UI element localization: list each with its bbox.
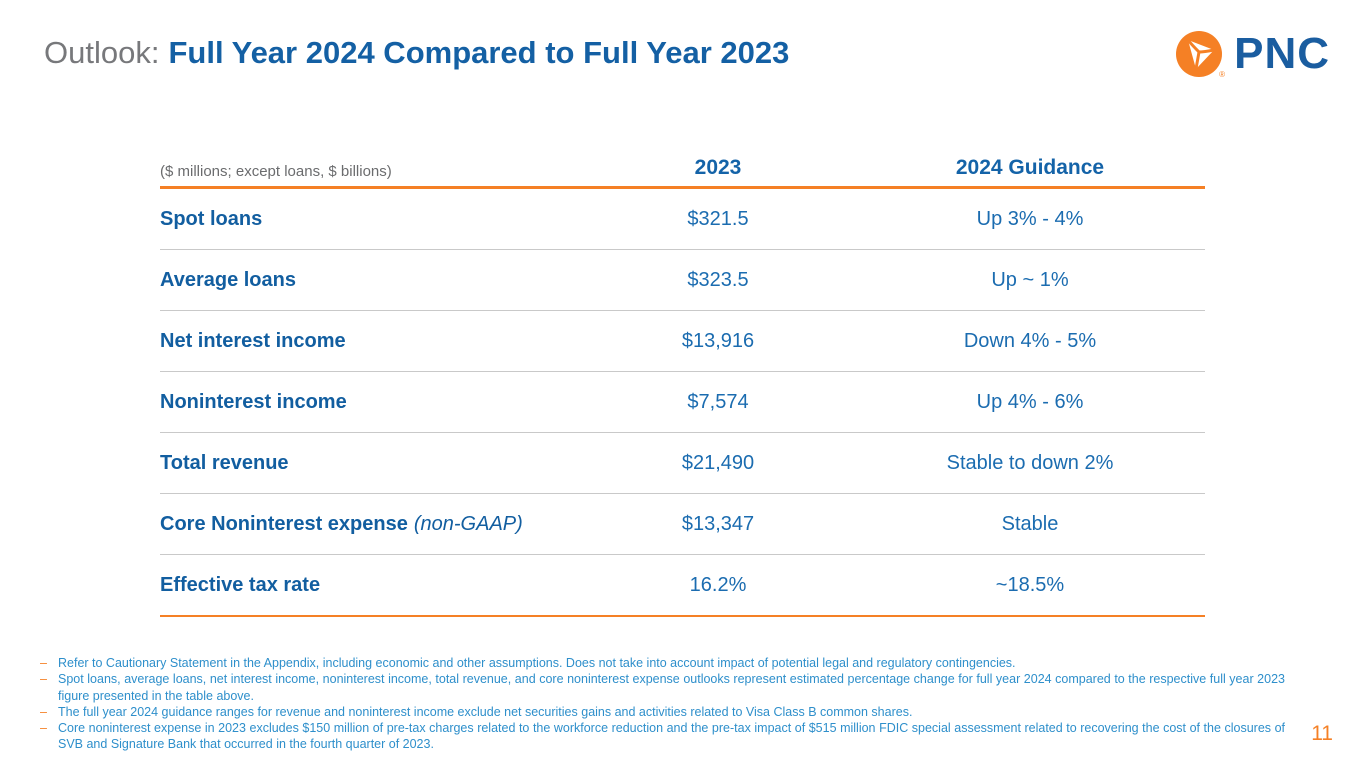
metric-label-text: Effective tax rate — [160, 573, 321, 596]
guidance-2024: Up 4% - 6% — [976, 390, 1084, 413]
footnote-text: The full year 2024 guidance ranges for r… — [58, 704, 913, 719]
title-main: Full Year 2024 Compared to Full Year 202… — [168, 35, 790, 70]
column-header-2024-guidance: 2024 Guidance — [955, 156, 1105, 179]
metric-label-text: Total revenue — [160, 451, 289, 474]
footnote-text: Core noninterest expense in 2023 exclude… — [58, 721, 1285, 752]
page-title: Outlook: Full Year 2024 Compared to Full … — [44, 34, 789, 72]
metric-label: Noninterest income — [160, 391, 581, 414]
metric-label: Total revenue — [160, 452, 581, 475]
pnc-emblem-icon — [1176, 31, 1223, 77]
table-row-core-noninterest-expense: Core Noninterest expense (non-GAAP) $13,3… — [160, 494, 1205, 555]
footnote-item: – The full year 2024 guidance ranges for… — [40, 704, 1285, 720]
table-row-average-loans: Average loans $323.5 Up ~ 1% — [160, 250, 1205, 311]
value-2023: $13,916 — [681, 329, 755, 352]
table-row-net-interest-income: Net interest income $13,916 Down 4% - 5% — [160, 311, 1205, 372]
value-2023: $321.5 — [687, 207, 749, 230]
metric-label: Effective tax rate — [160, 574, 581, 597]
guidance-2024: Up 3% - 4% — [976, 207, 1084, 230]
footnote-item: – Spot loans, average loans, net interes… — [40, 671, 1285, 704]
value-2023: $323.5 — [687, 268, 749, 291]
footnote-dash: – — [40, 656, 47, 670]
footnote-dash: – — [40, 672, 47, 687]
footnote-dash: – — [40, 721, 47, 736]
pnc-wordmark: PNC — [1234, 29, 1330, 78]
guidance-2024: ~18.5% — [995, 573, 1065, 596]
metric-label: Average loans — [160, 269, 581, 292]
table-row-total-revenue: Total revenue $21,490 Stable to down 2% — [160, 433, 1205, 494]
table-row-effective-tax-rate: Effective tax rate 16.2% ~18.5% — [160, 555, 1205, 617]
title-prefix: Outlook: — [44, 35, 160, 70]
metric-label-text: Average loans — [160, 268, 296, 291]
metric-label: Core Noninterest expense (non-GAAP) — [160, 513, 581, 536]
registered-mark: ® — [1219, 70, 1225, 79]
guidance-2024: Stable to down 2% — [946, 451, 1114, 474]
footnote-text: Spot loans, average loans, net interest … — [58, 672, 1285, 703]
value-2023: $21,490 — [681, 451, 755, 474]
footnotes: – Refer to Cautionary Statement in the A… — [40, 655, 1285, 753]
value-2023: 16.2% — [689, 573, 747, 596]
metric-label-text: Noninterest income — [160, 390, 347, 413]
table-header-row: ($ millions; except loans, $ billions) 2… — [160, 138, 1205, 189]
metric-label-text: Core Noninterest expense — [160, 512, 408, 535]
value-2023: $7,574 — [687, 390, 749, 413]
guidance-2024: Stable — [1001, 512, 1059, 535]
table-row-spot-loans: Spot loans $321.5 Up 3% - 4% — [160, 189, 1205, 250]
outlook-table: ($ millions; except loans, $ billions) 2… — [160, 138, 1205, 617]
value-2023: $13,347 — [681, 512, 755, 535]
pnc-logo: ® PNC — [1175, 29, 1330, 79]
page-number: 11 — [1311, 722, 1333, 745]
guidance-2024: Up ~ 1% — [991, 268, 1069, 291]
metric-label-text: Net interest income — [160, 329, 346, 352]
footnote-dash: – — [40, 704, 47, 719]
metric-label-text: Spot loans — [160, 207, 263, 230]
guidance-2024: Down 4% - 5% — [963, 329, 1097, 352]
footnote-item: – Core noninterest expense in 2023 exclu… — [40, 720, 1285, 753]
metric-label-suffix: (non-GAAP) — [413, 512, 523, 535]
footnote-text: Refer to Cautionary Statement in the App… — [58, 656, 1016, 670]
column-header-2023: 2023 — [694, 156, 742, 179]
footnote-item: – Refer to Cautionary Statement in the A… — [40, 655, 1285, 671]
table-row-noninterest-income: Noninterest income $7,574 Up 4% - 6% — [160, 372, 1205, 433]
metric-label: Spot loans — [160, 208, 581, 231]
metric-label: Net interest income — [160, 330, 581, 353]
unit-note: ($ millions; except loans, $ billions) — [160, 163, 392, 180]
